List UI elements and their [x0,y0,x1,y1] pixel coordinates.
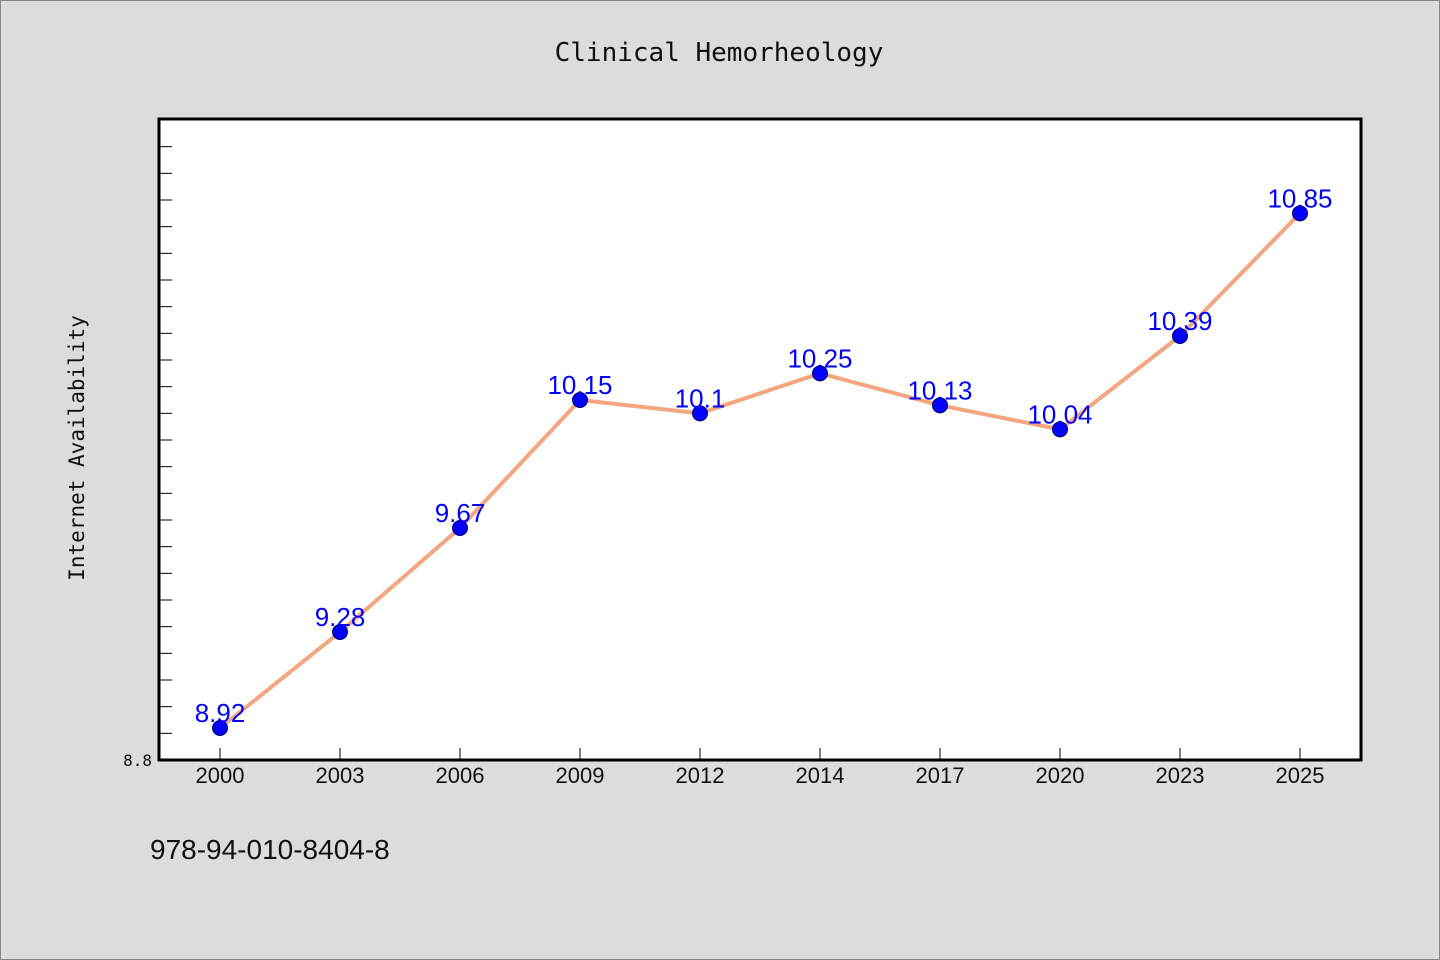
data-point [572,392,588,408]
x-axis-ticks: 2000 2003 2006 2009 2012 2014 2017 2020 2023 2025 [196,748,1325,788]
isbn-footnote: 978-94-010-8404-8 [150,834,390,865]
data-label: 10.15 [547,370,612,400]
x-tick-label: 2025 [1276,763,1325,788]
data-label: 10.85 [1267,183,1332,213]
data-point [332,624,348,640]
data-label: 10.13 [907,375,972,405]
data-label: 9.28 [315,602,366,632]
data-labels: 8.92 9.28 9.67 10.15 10.1 10.25 10.13 10.04 10.3… [195,183,1333,728]
y-tick-label: 8.8 [123,751,152,770]
data-point [1052,421,1068,438]
x-tick-label: 2006 [436,763,485,788]
x-tick-label: 2000 [196,763,245,788]
x-tick-label: 2014 [796,763,845,788]
data-label: 10.04 [1027,399,1092,429]
x-tick-label: 2003 [316,763,365,788]
data-label: 10.39 [1147,306,1212,336]
x-tick-label: 2009 [556,763,605,788]
data-label: 8.92 [195,698,246,728]
data-label: 9.67 [435,498,486,528]
series-line [218,211,1302,730]
data-point [692,405,708,422]
data-label: 10.25 [787,343,852,373]
chart-title: Clinical Hemorheology [555,38,884,68]
data-point [932,397,948,414]
data-point [1172,328,1188,344]
data-point [212,720,228,736]
data-point [1292,205,1308,222]
x-tick-label: 2023 [1156,763,1205,788]
x-tick-label: 2017 [916,763,965,788]
plot-area [157,117,1363,762]
series-layer [212,205,1308,736]
y-axis-ticks: 8.8 [123,146,172,770]
x-tick-label: 2020 [1036,763,1085,788]
data-label: 10.1 [675,383,726,413]
x-tick-label: 2012 [676,763,725,788]
y-axis-label: Internet Availability [65,315,89,581]
data-point [452,520,468,536]
data-point [812,365,828,382]
